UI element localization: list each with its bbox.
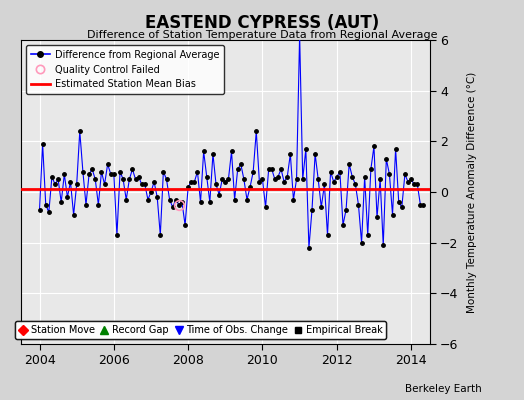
Text: EASTEND CYPRESS (AUT): EASTEND CYPRESS (AUT) (145, 14, 379, 32)
Y-axis label: Monthly Temperature Anomaly Difference (°C): Monthly Temperature Anomaly Difference (… (467, 71, 477, 313)
Text: Berkeley Earth: Berkeley Earth (406, 384, 482, 394)
Text: Difference of Station Temperature Data from Regional Average: Difference of Station Temperature Data f… (87, 30, 437, 40)
Legend: Station Move, Record Gap, Time of Obs. Change, Empirical Break: Station Move, Record Gap, Time of Obs. C… (15, 321, 386, 339)
